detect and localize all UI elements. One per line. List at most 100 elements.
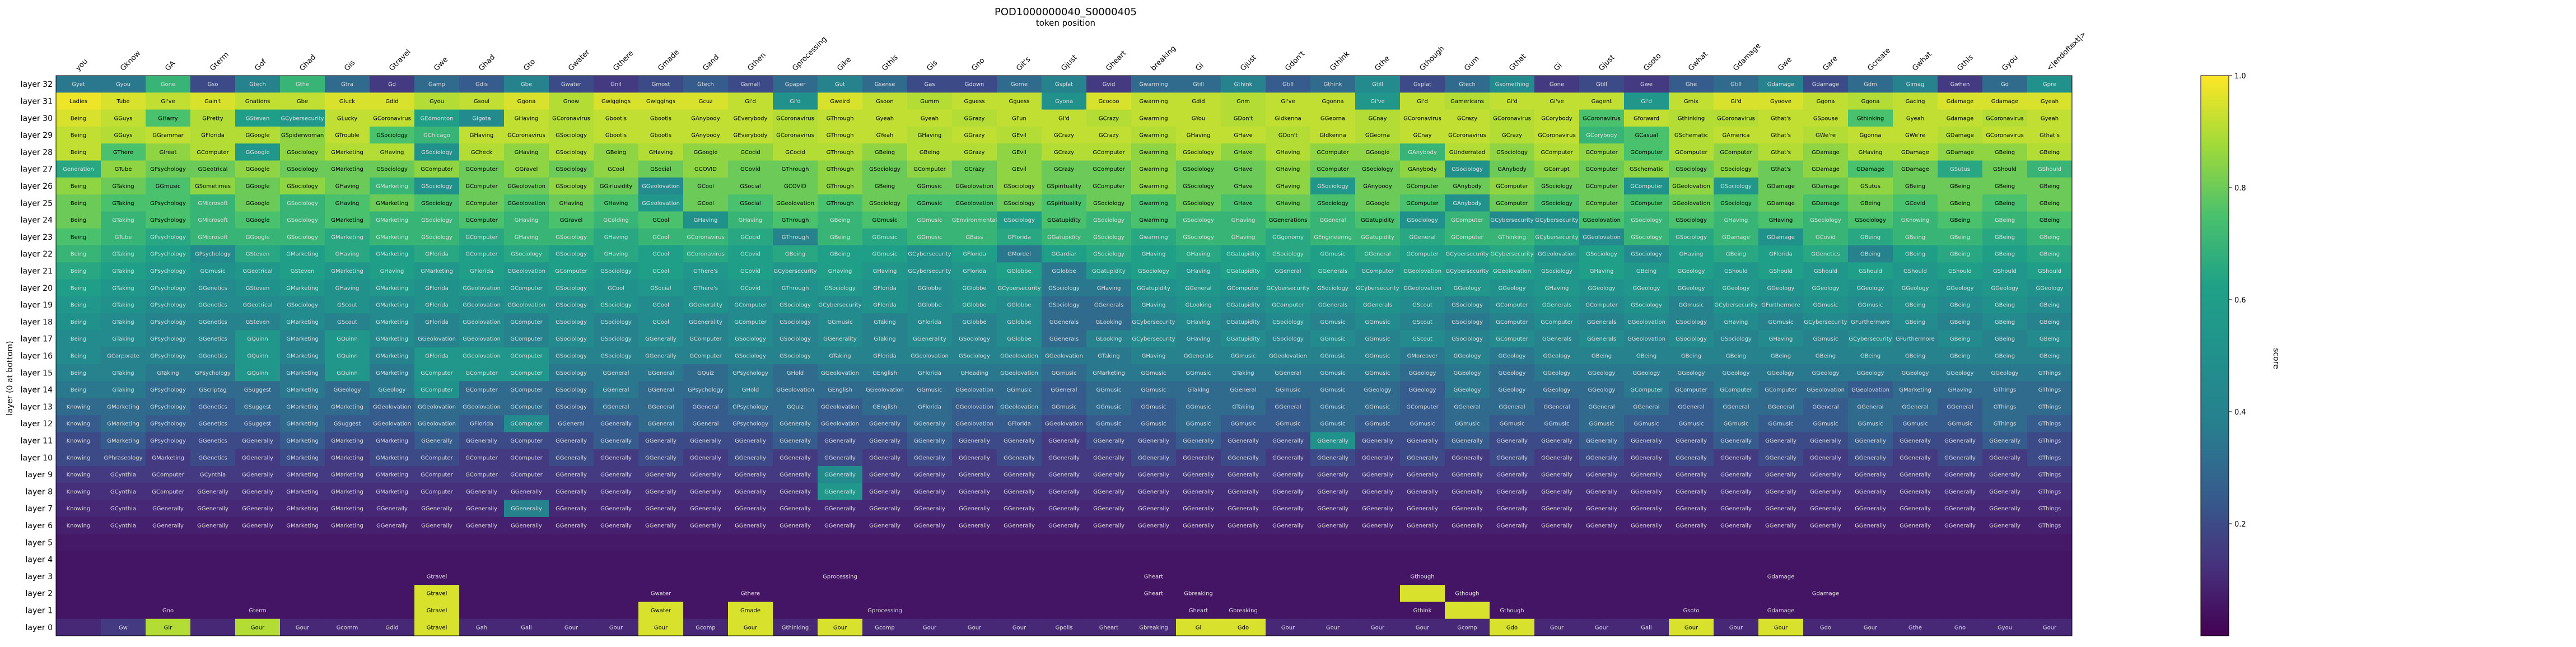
cell-token-label: GPsychology <box>732 421 768 427</box>
heatmap-cell <box>1848 262 1893 280</box>
heatmap-cell <box>1579 279 1625 297</box>
cell-token-label: GGenerally <box>1183 506 1214 512</box>
cell-token-label: GDamage <box>1812 201 1840 207</box>
heatmap-cell <box>1400 228 1445 246</box>
cell-token-label: GFlorida <box>425 353 449 360</box>
heatmap-cell <box>907 585 953 602</box>
cell-token-label: GBeing <box>1726 252 1746 258</box>
heatmap-cell <box>1714 228 1759 246</box>
heatmap-cell <box>325 262 370 280</box>
heatmap-cell <box>1266 534 1311 551</box>
cell-token-label: GGeology <box>1454 285 1481 291</box>
cell-token-label: GCybersecurity <box>1535 234 1578 240</box>
heatmap-cell <box>1624 567 1669 585</box>
cell-token-label: GGenerally <box>1272 523 1304 529</box>
cell-token-label: GBeing <box>1950 353 1970 360</box>
heatmap-cell <box>773 228 818 246</box>
heatmap-cell <box>1982 567 2028 585</box>
cell-token-label: GCybersecurity <box>773 268 816 274</box>
cell-token-label: GCoronavirus <box>373 115 411 122</box>
heatmap-cell <box>280 194 325 212</box>
cell-token-label: GGeology <box>1499 370 1526 376</box>
heatmap-cell <box>818 211 863 229</box>
y-tick-label: layer 17 <box>21 335 53 344</box>
cell-token-label: GGenerally <box>1631 438 1662 444</box>
cell-token-label: GGeology <box>1723 370 1750 376</box>
heatmap-cell <box>1848 211 1893 229</box>
cell-token-label: Gi've <box>1370 99 1384 105</box>
cell-token-label: GHaving <box>1142 252 1166 258</box>
cell-token-label: GSociology <box>287 234 318 240</box>
heatmap-cell <box>728 177 773 195</box>
cell-token-label: GSociology <box>600 302 632 309</box>
heatmap-cell <box>818 76 863 93</box>
cell-token-label: GGenerally <box>1676 455 1707 461</box>
cell-token-label: GHaving <box>1187 336 1211 342</box>
cell-token-label: GTaking <box>874 319 895 325</box>
cell-token-label: GGenerally <box>1720 506 1752 512</box>
heatmap-cell <box>1131 92 1177 110</box>
cell-token-label: GAnybody <box>1408 150 1437 156</box>
cell-token-label: GGeolovation <box>1807 387 1845 393</box>
cell-token-label: GGenerally <box>959 438 990 444</box>
heatmap-cell <box>1624 279 1669 297</box>
heatmap-cell <box>325 245 370 263</box>
heatmap-cell <box>1534 534 1580 551</box>
cell-token-label: GThings <box>2038 455 2061 461</box>
heatmap-cell <box>101 228 146 246</box>
cell-token-label: GComputer <box>465 252 498 258</box>
heatmap-cell <box>952 177 997 195</box>
cell-token-label: GSociology <box>869 166 900 173</box>
heatmap-cell <box>1490 534 1535 551</box>
cell-token-label: Gorne <box>1011 82 1028 88</box>
cell-token-label: GLooking <box>1096 336 1122 342</box>
cell-token-label: GGenerally <box>511 489 542 495</box>
heatmap-cell <box>1490 126 1535 144</box>
cell-token-label: GGenerally <box>1407 506 1438 512</box>
cell-token-label: Gyeah <box>876 115 894 122</box>
cell-token-label: GGmusic <box>1320 404 1345 410</box>
cell-token-label: GGenerally <box>1586 506 1617 512</box>
cell-token-label: GGrammar <box>152 133 184 139</box>
cell-token-label: Gi <box>1196 625 1202 631</box>
heatmap-cell <box>862 211 908 229</box>
cell-token-label: GGeolovation <box>642 201 680 207</box>
y-tick-label: layer 27 <box>21 165 53 174</box>
cell-token-label: GCoronavirus <box>1538 133 1576 139</box>
heatmap-cell <box>370 585 415 602</box>
heatmap-cell <box>952 194 997 212</box>
x-tick-label: Gjust <box>1239 53 1258 73</box>
heatmap-cell <box>1714 534 1759 551</box>
heatmap-cell <box>818 262 863 280</box>
cell-token-label: GEnglish <box>872 370 897 376</box>
heatmap-cell <box>773 76 818 93</box>
heatmap-cell <box>1848 551 1893 569</box>
cell-token-label: GGeneral <box>1454 404 1480 410</box>
cell-token-label: GPsychology <box>150 302 186 309</box>
cell-token-label: GQuinn <box>247 336 268 342</box>
cell-token-label: GHaving <box>1097 285 1121 291</box>
cell-token-label: GWe're <box>1905 133 1925 139</box>
heatmap-cell <box>1848 76 1893 93</box>
cell-token-label: GComputer <box>1720 387 1752 393</box>
heatmap-cell <box>146 177 191 195</box>
heatmap-cell <box>1086 76 1132 93</box>
cell-token-label: GGenerally <box>1900 523 1931 529</box>
heatmap-cell <box>1266 313 1311 331</box>
heatmap-cell <box>2027 109 2073 127</box>
heatmap-cell <box>1310 262 1356 280</box>
heatmap-cell <box>1221 262 1266 280</box>
heatmap-cell <box>459 160 505 178</box>
cell-token-label: GGeorna <box>1320 115 1345 122</box>
cell-token-label: Being <box>71 319 86 325</box>
cell-token-label: GCrazy <box>1054 166 1074 173</box>
cell-token-label: GGenerally <box>1720 455 1752 461</box>
heatmap-cell <box>773 143 818 161</box>
heatmap-cell <box>1714 76 1759 93</box>
x-tick-label: Gdamage <box>1732 42 1762 73</box>
cell-token-label: Gwarming <box>1139 82 1168 88</box>
heatmap-cell <box>2027 534 2073 551</box>
cell-token-label: GGenerally <box>1631 489 1662 495</box>
cell-token-label: GGeolovation <box>1045 353 1083 360</box>
cell-token-label: GMarketing <box>286 489 319 495</box>
